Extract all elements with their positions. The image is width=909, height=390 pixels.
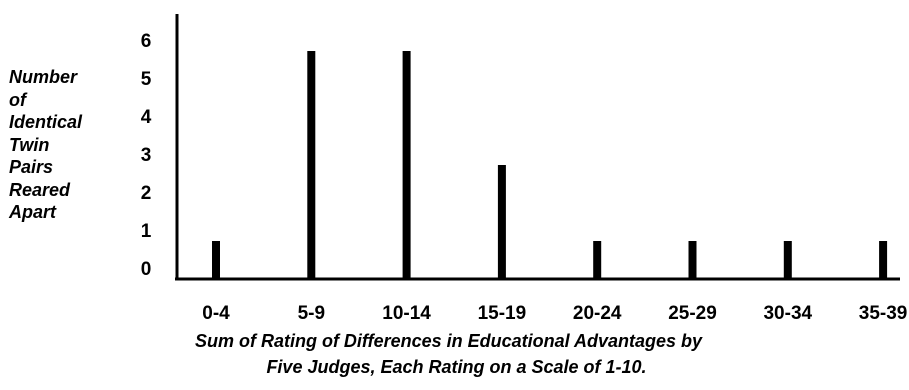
- y-axis-label-line: Reared: [9, 179, 71, 200]
- y-tick-labels: 0 1 2 3 4 5 6: [141, 31, 152, 280]
- x-tick-label: 15-19: [478, 303, 527, 324]
- bars-layer: [212, 51, 888, 279]
- x-tick-label: 30-34: [763, 303, 812, 324]
- x-tick-labels: 0-4 5-9 10-14 15-19 20-24 25-29 30-34 35-39: [202, 303, 907, 324]
- y-tick-label: 3: [141, 145, 152, 166]
- x-tick-label: 20-24: [573, 303, 622, 324]
- bar-25-29: [688, 241, 697, 279]
- x-axis-label-line-1: Sum of Rating of Differences in Educatio…: [194, 331, 703, 351]
- y-tick-label: 6: [141, 31, 152, 52]
- x-tick-label: 25-29: [668, 303, 717, 324]
- y-tick-label: 0: [141, 259, 152, 280]
- bar-35-39: [879, 241, 888, 279]
- y-axis-label-line: Number: [9, 67, 78, 87]
- x-tick-label: 0-4: [202, 303, 230, 324]
- bar-30-34: [783, 241, 792, 279]
- x-tick-label: 10-14: [382, 303, 431, 324]
- y-tick-label: 1: [141, 221, 152, 242]
- y-tick-label: 4: [141, 107, 152, 128]
- bar-5-9: [307, 51, 316, 279]
- x-tick-label: 5-9: [298, 303, 325, 324]
- bar-10-14: [402, 51, 411, 279]
- bar-0-4: [212, 241, 220, 279]
- y-axis-label-line: of: [9, 89, 26, 110]
- y-axis-label-line: Identical: [9, 112, 83, 132]
- x-axis-label-line-2: Five Judges, Each Rating on a Scale of 1…: [266, 357, 647, 377]
- bar-15-19: [497, 165, 506, 279]
- x-tick-label: 35-39: [859, 303, 908, 324]
- y-axis-label-line: Pairs: [9, 157, 54, 177]
- y-axis-label-line: Apart: [9, 202, 57, 222]
- y-tick-label: 2: [141, 183, 152, 204]
- y-axis-label: Number of Identical Twin Pairs Reared Ap…: [9, 66, 82, 224]
- bar-20-24: [593, 241, 602, 279]
- y-tick-label: 5: [141, 69, 152, 90]
- y-axis-label-line: Twin: [9, 134, 50, 155]
